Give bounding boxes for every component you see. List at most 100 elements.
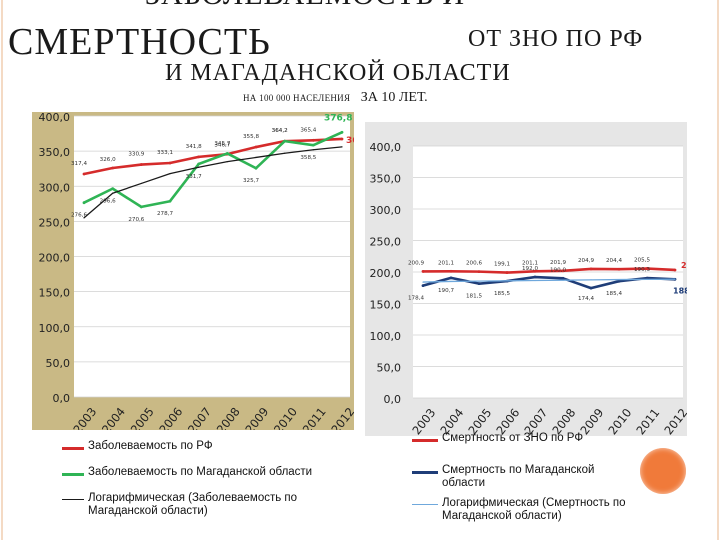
data-label: 341,8 [186,144,202,150]
legend-label-log-trend: Логарифмическая (Заболеваемость по Магад… [88,492,298,517]
legend-swatch-rf-mortality [412,439,438,442]
data-label: 325,7 [243,178,259,184]
data-label: 276,6 [71,213,87,219]
data-point [312,149,314,151]
y-tick-label: 200,0 [370,267,402,280]
data-label: 365,4 [300,127,316,133]
data-label: 296,6 [100,199,116,205]
data-point [198,166,200,168]
data-point [197,162,201,166]
data-label: 326,0 [100,157,116,163]
y-tick-label: 250,0 [39,216,71,229]
data-point [533,275,537,279]
data-point [562,279,564,281]
data-point [255,156,257,159]
data-point [561,269,565,273]
data-point [505,271,509,274]
data-point [168,161,172,165]
data-point [422,281,424,283]
data-label: 367,3 [346,136,354,146]
subtitle-small: НА 100 000 НАСЕЛЕНИЯ [243,93,351,103]
title-line-1b: ОТ ЗНО ПО РФ [468,26,644,52]
y-tick-label: 350,0 [39,146,71,159]
data-label: 204,9 [578,258,594,264]
data-point [139,163,143,166]
data-point [618,278,620,281]
data-point [283,139,287,143]
data-point [673,268,677,272]
data-label: 330,9 [128,152,144,158]
data-label: 331,7 [186,174,202,180]
legend-left: Заболеваемость по РФ Заболеваемость по М… [62,440,352,530]
y-tick-label: 100,0 [370,330,402,343]
data-point [226,161,228,163]
data-label: 200,9 [408,260,424,266]
data-point [82,201,86,205]
y-tick-label: 300,0 [39,181,71,194]
legend-swatch-magadan-mortality [412,471,438,474]
data-label: 346,7 [214,142,230,148]
decorative-orange-circle [640,448,686,494]
y-tick-label: 300,0 [370,204,402,217]
data-label: 364,2 [272,128,288,134]
data-label: 345,7 [214,141,230,147]
legend-swatch-log-mortality [412,504,438,505]
data-label: 317,4 [71,161,87,167]
data-point [421,284,425,288]
series-line [83,131,343,209]
data-label: 358,5 [300,155,316,161]
data-label: 278,7 [157,211,173,217]
data-point [561,276,565,280]
data-point [590,279,592,281]
data-label: 188,4 [673,286,687,295]
data-point [169,173,171,175]
y-tick-label: 0,0 [384,393,402,406]
y-tick-label: 150,0 [39,287,71,300]
data-point [589,267,593,271]
data-label: 355,8 [243,134,259,140]
data-point [534,279,536,282]
mortality-chart: 0,0 50,0 100,0 150,0 200,0 250,0 300,0 350,0 400… [365,122,687,436]
legend-label-rf-incidence: Заболеваемость по РФ [88,440,213,452]
data-label: 376,8 [324,113,352,123]
data-point [341,146,343,148]
legend-label-magadan-incidence: Заболеваемость по Магаданской области [88,466,313,478]
y-tick-label: 150,0 [370,299,402,312]
data-label: 185,4 [606,291,622,297]
data-label: 190,3 [634,267,650,273]
data-label: 205,5 [634,258,650,264]
data-point [340,130,344,134]
data-label: 201,9 [550,260,566,266]
data-label: 201,1 [438,260,454,266]
data-point [111,187,115,191]
data-point [197,155,201,159]
y-tick-label: 50,0 [46,357,71,370]
data-point [111,166,115,170]
data-point [168,199,172,203]
data-label: 201,1 [522,260,538,266]
data-point [311,143,315,147]
data-point [284,152,286,154]
data-point [254,166,258,170]
legend-label-magadan-mortality: Смертность по Магаданской области [442,464,595,489]
title-line-1a: СМЕРТНОСТЬ [8,21,271,63]
data-label: 364,2 [272,128,288,134]
data-point [225,152,229,155]
data-point [450,280,452,283]
data-label: 192,0 [522,266,538,272]
data-point [254,145,258,149]
data-point [112,192,114,194]
incidence-chart: 0,0 50,0 100,0 150,0 200,0 250,0 300,0 350,0 400… [32,112,354,430]
y-tick-label: 250,0 [370,236,402,249]
data-point [674,278,676,280]
data-point [82,172,86,176]
data-point [449,276,453,280]
data-point [140,182,142,185]
data-point [589,286,593,290]
y-tick-label: 400,0 [39,112,71,124]
subtitle-big: ЗА 10 ЛЕТ. [360,90,428,105]
data-point [646,278,648,280]
data-label: 178,4 [408,296,424,302]
